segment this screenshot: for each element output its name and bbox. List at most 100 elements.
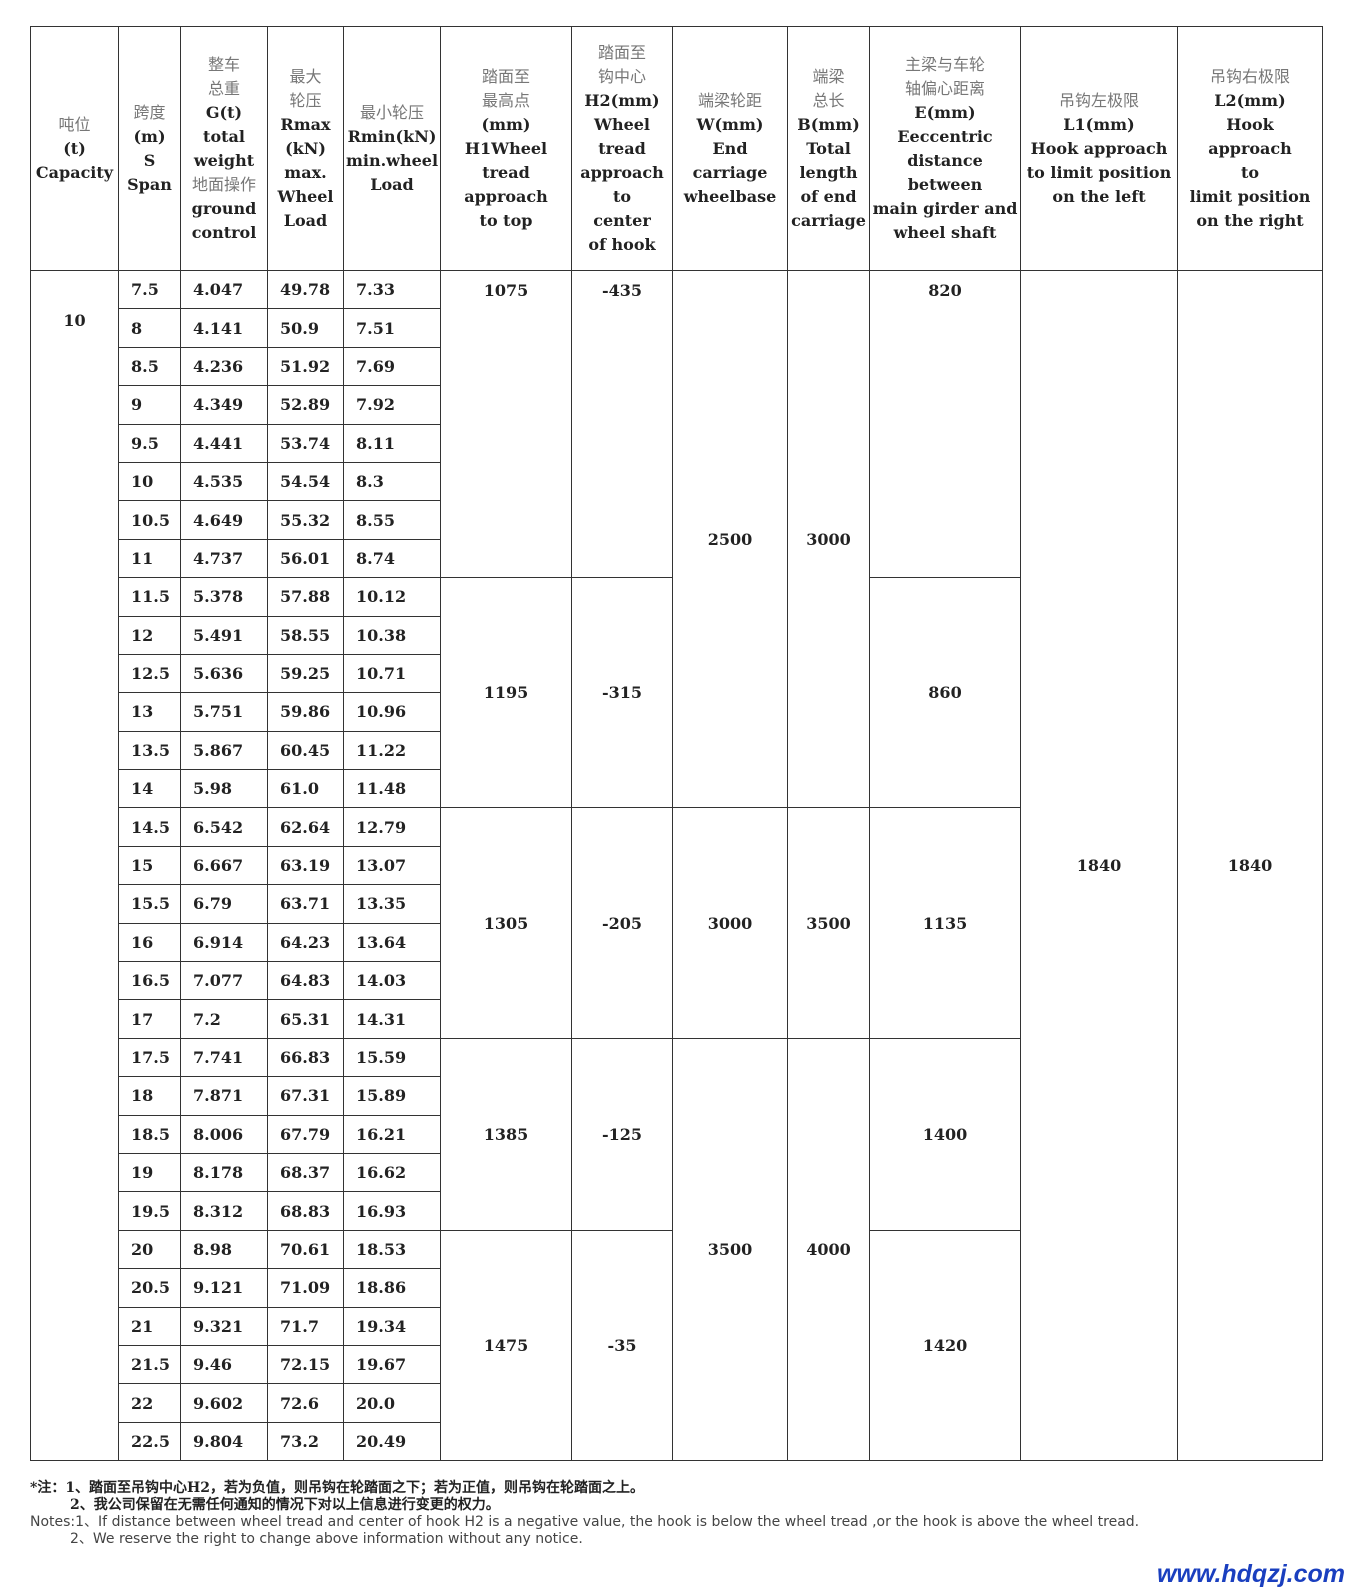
weight-cell: 8.312 [180, 1191, 268, 1231]
span-cell: 8 [118, 308, 181, 348]
rmax-cell: 64.23 [267, 922, 344, 963]
rmax-cell: 68.37 [267, 1152, 344, 1193]
rmin-cell: 7.33 [343, 269, 441, 310]
weight-cell: 4.649 [180, 500, 268, 540]
span-cell: 17 [118, 999, 181, 1039]
span-cell: 12 [118, 615, 181, 655]
w-cell: 3000 [672, 807, 788, 1039]
header-en: (m) S Span [127, 126, 172, 194]
rmin-cell: 18.53 [343, 1229, 441, 1270]
rmax-cell: 62.64 [267, 807, 344, 847]
weight-cell: 4.441 [180, 423, 268, 463]
table-row: 18.5 8.006 67.79 16.21 [31, 1114, 1323, 1154]
weight-cell: 4.141 [180, 308, 268, 348]
rmin-cell: 13.07 [343, 845, 441, 886]
rmax-cell: 63.19 [267, 845, 344, 886]
h2-cell: -205 [571, 807, 673, 1039]
rmax-cell: 60.45 [267, 730, 344, 771]
column-header: 踏面至 最高点 (mm) H1Wheel tread approach to to… [440, 26, 572, 271]
span-cell: 7.5 [118, 269, 181, 310]
weight-cell: 5.491 [180, 615, 268, 655]
header-zh: 踏面至 最高点 [481, 66, 530, 110]
rmin-cell: 11.22 [343, 730, 441, 771]
table-row: 15.5 6.79 63.71 13.35 [31, 884, 1323, 924]
header-zh: 整车 总重 [207, 54, 240, 98]
rmin-cell: 11.48 [343, 769, 441, 809]
rmin-cell: 13.64 [343, 922, 441, 963]
span-cell: 8.5 [118, 346, 181, 387]
h1-cell: 1385 [440, 1037, 572, 1231]
rmax-cell: 59.86 [267, 692, 344, 732]
rmin-cell: 14.31 [343, 999, 441, 1039]
weight-cell: 7.2 [180, 999, 268, 1039]
header-zh: 吊钩右极限 [1209, 66, 1290, 86]
header-en: W(mm) End carriage wheelbase [683, 114, 777, 206]
rmin-cell: 10.38 [343, 615, 441, 655]
table-row: 10.5 4.649 55.32 8.55 [31, 500, 1323, 540]
notes: *注：1、踏面至吊钩中心H2，若为负值，则吊钩在轮踏面之下；若为正值，则吊钩在轮… [30, 1480, 1139, 1548]
h1-cell: 1075 [440, 269, 572, 579]
header-en: (mm) H1Wheel tread approach to top [464, 114, 548, 230]
span-cell: 9.5 [118, 423, 181, 463]
table-row: 22 9.602 72.6 20.0 [31, 1383, 1323, 1423]
e-cell: 820 [869, 269, 1021, 579]
column-header: 吊钩左极限 L1(mm) Hook approach to limit posit… [1020, 26, 1178, 271]
header-en: G(t) total weight [193, 102, 255, 170]
rmin-cell: 16.62 [343, 1152, 441, 1193]
header-zh2: 地面操作 [191, 174, 256, 194]
column-header: 最小轮压 Rmin(kN) min.wheel Load [343, 26, 441, 271]
weight-cell: 7.741 [180, 1037, 268, 1078]
header-en: (t) Capacity [35, 138, 114, 182]
span-cell: 14.5 [118, 807, 181, 847]
weight-cell: 8.98 [180, 1229, 268, 1270]
w-cell: 2500 [672, 269, 788, 809]
rmax-cell: 53.74 [267, 423, 344, 463]
h1-cell: 1475 [440, 1229, 572, 1462]
rmax-cell: 73.2 [267, 1421, 344, 1462]
table-row: 19.5 8.312 68.83 16.93 [31, 1191, 1323, 1231]
table-row: 10 4.535 54.54 8.3 [31, 461, 1323, 502]
span-cell: 11 [118, 538, 181, 579]
weight-cell: 6.542 [180, 807, 268, 847]
website-watermark: www.hdqzj.com [1157, 1560, 1345, 1588]
rmax-cell: 72.6 [267, 1383, 344, 1423]
rmin-cell: 7.51 [343, 308, 441, 348]
rmin-cell: 14.03 [343, 961, 441, 1001]
rmax-cell: 72.15 [267, 1344, 344, 1385]
rmax-cell: 49.78 [267, 269, 344, 310]
span-cell: 18.5 [118, 1114, 181, 1154]
column-header: 吊钩右极限 L2(mm) Hook approach to limit posit… [1177, 26, 1323, 271]
table-row: 12.5 5.636 59.25 10.71 [31, 653, 1323, 694]
span-cell: 9 [118, 385, 181, 425]
span-cell: 21 [118, 1306, 181, 1346]
e-cell: 1420 [869, 1229, 1021, 1462]
header-zh: 吨位 [58, 114, 91, 134]
span-cell: 21.5 [118, 1344, 181, 1385]
span-cell: 16 [118, 922, 181, 963]
table-row: 9.5 4.441 53.74 8.11 [31, 423, 1323, 463]
rmin-cell: 10.96 [343, 692, 441, 732]
rmin-cell: 19.67 [343, 1344, 441, 1385]
weight-cell: 8.178 [180, 1152, 268, 1193]
header-zh: 跨度 [133, 102, 166, 122]
header-zh: 吊钩左极限 [1058, 90, 1139, 110]
table-row: 11.5 5.378 57.88 10.12 1195 -315 860 [31, 577, 1323, 809]
b-cell: 3500 [787, 807, 870, 1039]
column-header: 整车 总重 G(t) total weight 地面操作 ground control [180, 26, 268, 271]
rmin-cell: 8.3 [343, 461, 441, 502]
rmin-cell: 10.71 [343, 653, 441, 694]
span-cell: 19.5 [118, 1191, 181, 1231]
rmax-cell: 55.32 [267, 500, 344, 540]
span-cell: 11.5 [118, 577, 181, 617]
rmin-cell: 12.79 [343, 807, 441, 847]
weight-cell: 9.321 [180, 1306, 268, 1346]
note-zh-2: 2、我公司保留在无需任何通知的情况下对以上信息进行变更的权力。 [70, 1497, 500, 1513]
e-cell: 860 [869, 577, 1021, 809]
e-cell: 1135 [869, 807, 1021, 1039]
rmin-cell: 7.69 [343, 346, 441, 387]
table-row: 10 7.5 4.047 49.78 7.33 1075 -435 2500 3000 820 18… [30, 269, 1323, 1462]
weight-cell: 9.602 [180, 1383, 268, 1423]
table-row: 17 7.2 65.31 14.31 [31, 999, 1323, 1039]
rmin-cell: 13.35 [343, 884, 441, 924]
weight-cell: 5.378 [180, 577, 268, 617]
